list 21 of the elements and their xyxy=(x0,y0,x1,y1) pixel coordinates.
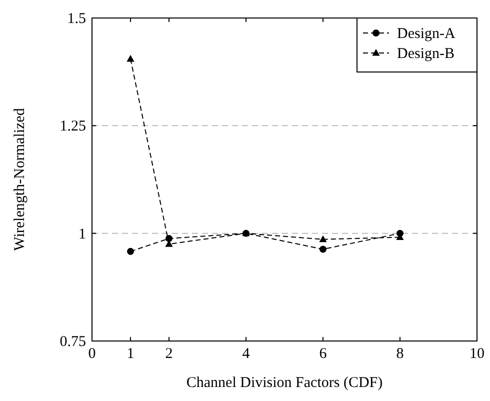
x-tick-label: 1 xyxy=(126,346,134,362)
y-tick-label: 0.75 xyxy=(60,334,86,350)
point xyxy=(320,246,326,253)
y-tick-label: 1.25 xyxy=(60,118,86,135)
legend-label: Design-A xyxy=(397,26,456,42)
y-tick-label: 1 xyxy=(78,226,86,242)
x-tick-label: 4 xyxy=(242,346,250,362)
x-tick-label: 2 xyxy=(165,346,173,362)
point xyxy=(127,248,134,255)
x-tick-label: 8 xyxy=(396,346,404,362)
legend-label: Design-B xyxy=(397,46,454,62)
y-tick-label: 1.5 xyxy=(67,11,86,27)
x-tick-label: 10 xyxy=(470,346,484,362)
y-axis-title: Wirelength-Normalized xyxy=(12,108,28,251)
point xyxy=(166,235,172,242)
point xyxy=(396,230,404,237)
point xyxy=(126,54,134,62)
x-tick-label: 0 xyxy=(88,346,96,362)
x-tick-label: 6 xyxy=(319,346,328,362)
x-axis-title: Channel Division Factors (CDF) xyxy=(186,375,383,391)
point xyxy=(319,235,327,242)
